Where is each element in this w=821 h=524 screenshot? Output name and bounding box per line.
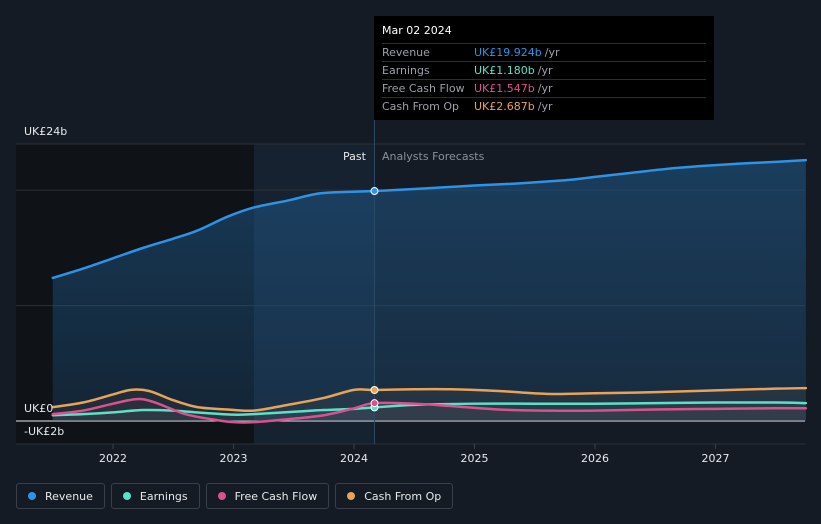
legend-dot-icon: [122, 492, 131, 500]
legend-item-cash-from-op[interactable]: Cash From Op: [335, 483, 454, 509]
tooltip-row-cash-from-op: Cash From Op UK£2.687b/yr: [382, 97, 706, 115]
x-tick-label: 2023: [220, 452, 248, 465]
forecast-label: Analysts Forecasts: [382, 150, 485, 163]
tooltip-label: Free Cash Flow: [382, 82, 465, 95]
legend-item-revenue[interactable]: Revenue: [16, 483, 105, 509]
tooltip-value: UK£1.547b: [474, 82, 535, 95]
legend-item-free-cash-flow[interactable]: Free Cash Flow: [205, 483, 330, 509]
line-layer: [51, 158, 808, 424]
tooltip-row-revenue: Revenue UK£19.924b/yr: [382, 43, 706, 61]
x-tick-label: 2022: [99, 452, 127, 465]
data-tooltip: Mar 02 2024 Revenue UK£19.924b/yr Earnings…: [374, 16, 714, 120]
tooltip-unit: /yr: [544, 46, 560, 59]
tooltip-value: UK£19.924b: [474, 46, 542, 59]
cash-from-op-marker: [370, 385, 379, 394]
legend-label: Earnings: [139, 489, 188, 503]
free-cash-flow-marker: [370, 399, 379, 408]
x-tick-label: 2026: [581, 452, 609, 465]
legend-label: Revenue: [45, 489, 93, 503]
tooltip-label: Revenue: [382, 46, 430, 59]
cash-from-op-line: [51, 386, 808, 413]
x-tick-label: 2024: [340, 452, 368, 465]
x-tick-label: 2027: [702, 452, 730, 465]
x-axis-ticks: 2022 2023 2024 2025 2026 2027: [99, 444, 730, 465]
revenue-marker: [370, 187, 379, 196]
tooltip-row-earnings: Earnings UK£1.180b/yr: [382, 61, 706, 79]
chart-legend: Revenue Earnings Free Cash Flow Cash From O…: [16, 483, 454, 509]
tooltip-unit: /yr: [537, 64, 553, 77]
revenue-line: [51, 158, 808, 280]
legend-dot-icon: [347, 492, 356, 500]
tooltip-value: UK£1.180b: [474, 64, 535, 77]
free-cash-flow-area: [52, 399, 806, 423]
y-axis-bottom-label: -UK£2b: [24, 425, 65, 438]
earnings-area: [52, 402, 806, 421]
legend-dot-icon: [28, 492, 36, 500]
legend-label: Free Cash Flow: [234, 489, 318, 503]
legend-item-earnings[interactable]: Earnings: [110, 483, 200, 509]
y-axis-zero-label: UK£0: [24, 402, 54, 415]
tooltip-value: UK£2.687b: [474, 100, 535, 113]
free-cash-flow-line: [51, 397, 808, 424]
tooltip-label: Cash From Op: [382, 100, 460, 113]
tooltip-date: Mar 02 2024: [382, 24, 452, 37]
y-axis-top-label: UK£24b: [24, 125, 68, 138]
earnings-line: [51, 401, 808, 417]
legend-dot-icon: [217, 492, 226, 500]
x-tick-label: 2025: [461, 452, 489, 465]
tooltip-row-free-cash-flow: Free Cash Flow UK£1.547b/yr: [382, 79, 706, 97]
revenue-area: [52, 160, 806, 422]
marker-layer: [370, 187, 379, 412]
legend-label: Cash From Op: [364, 489, 442, 503]
tooltip-label: Earnings: [382, 64, 430, 77]
tooltip-unit: /yr: [537, 100, 553, 113]
tooltip-unit: /yr: [537, 82, 553, 95]
past-label: Past: [343, 150, 366, 163]
